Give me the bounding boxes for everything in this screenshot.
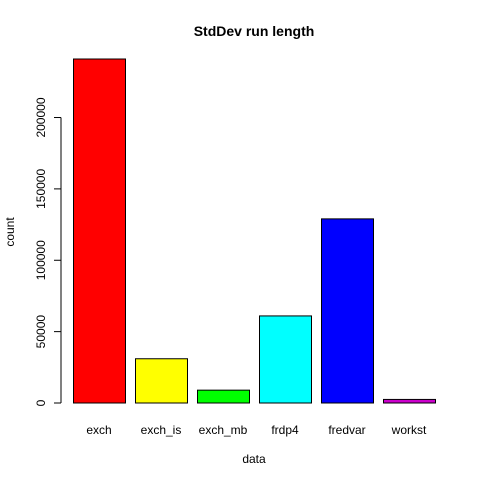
y-tick-label: 100000 — [34, 240, 48, 280]
bars — [73, 58, 436, 404]
bar-workst — [383, 398, 436, 404]
bar-fredvar — [321, 218, 374, 404]
y-axis: 0 50000 100000 150000 200000 — [34, 97, 62, 406]
x-tick-label: exch_mb — [199, 423, 248, 437]
bar-exch — [73, 58, 126, 404]
y-tick-label: 200000 — [34, 97, 48, 137]
x-axis-label: data — [242, 452, 266, 466]
bar-frdp4 — [259, 315, 312, 404]
x-tick-label: workst — [391, 423, 427, 437]
chart-title: StdDev run length — [194, 23, 315, 39]
bar-exch-is — [135, 358, 188, 404]
x-axis-category-labels: exch exch_is exch_mb frdp4 fredvar workst — [86, 423, 427, 437]
bar-exch-mb — [197, 389, 250, 404]
y-tick-label: 150000 — [34, 169, 48, 209]
x-tick-label: exch_is — [141, 423, 182, 437]
x-tick-label: fredvar — [328, 423, 365, 437]
y-tick-label: 50000 — [34, 315, 48, 349]
y-axis-label: count — [3, 217, 17, 247]
x-tick-label: frdp4 — [271, 423, 299, 437]
x-tick-label: exch — [86, 423, 111, 437]
y-tick-label: 0 — [34, 399, 48, 406]
